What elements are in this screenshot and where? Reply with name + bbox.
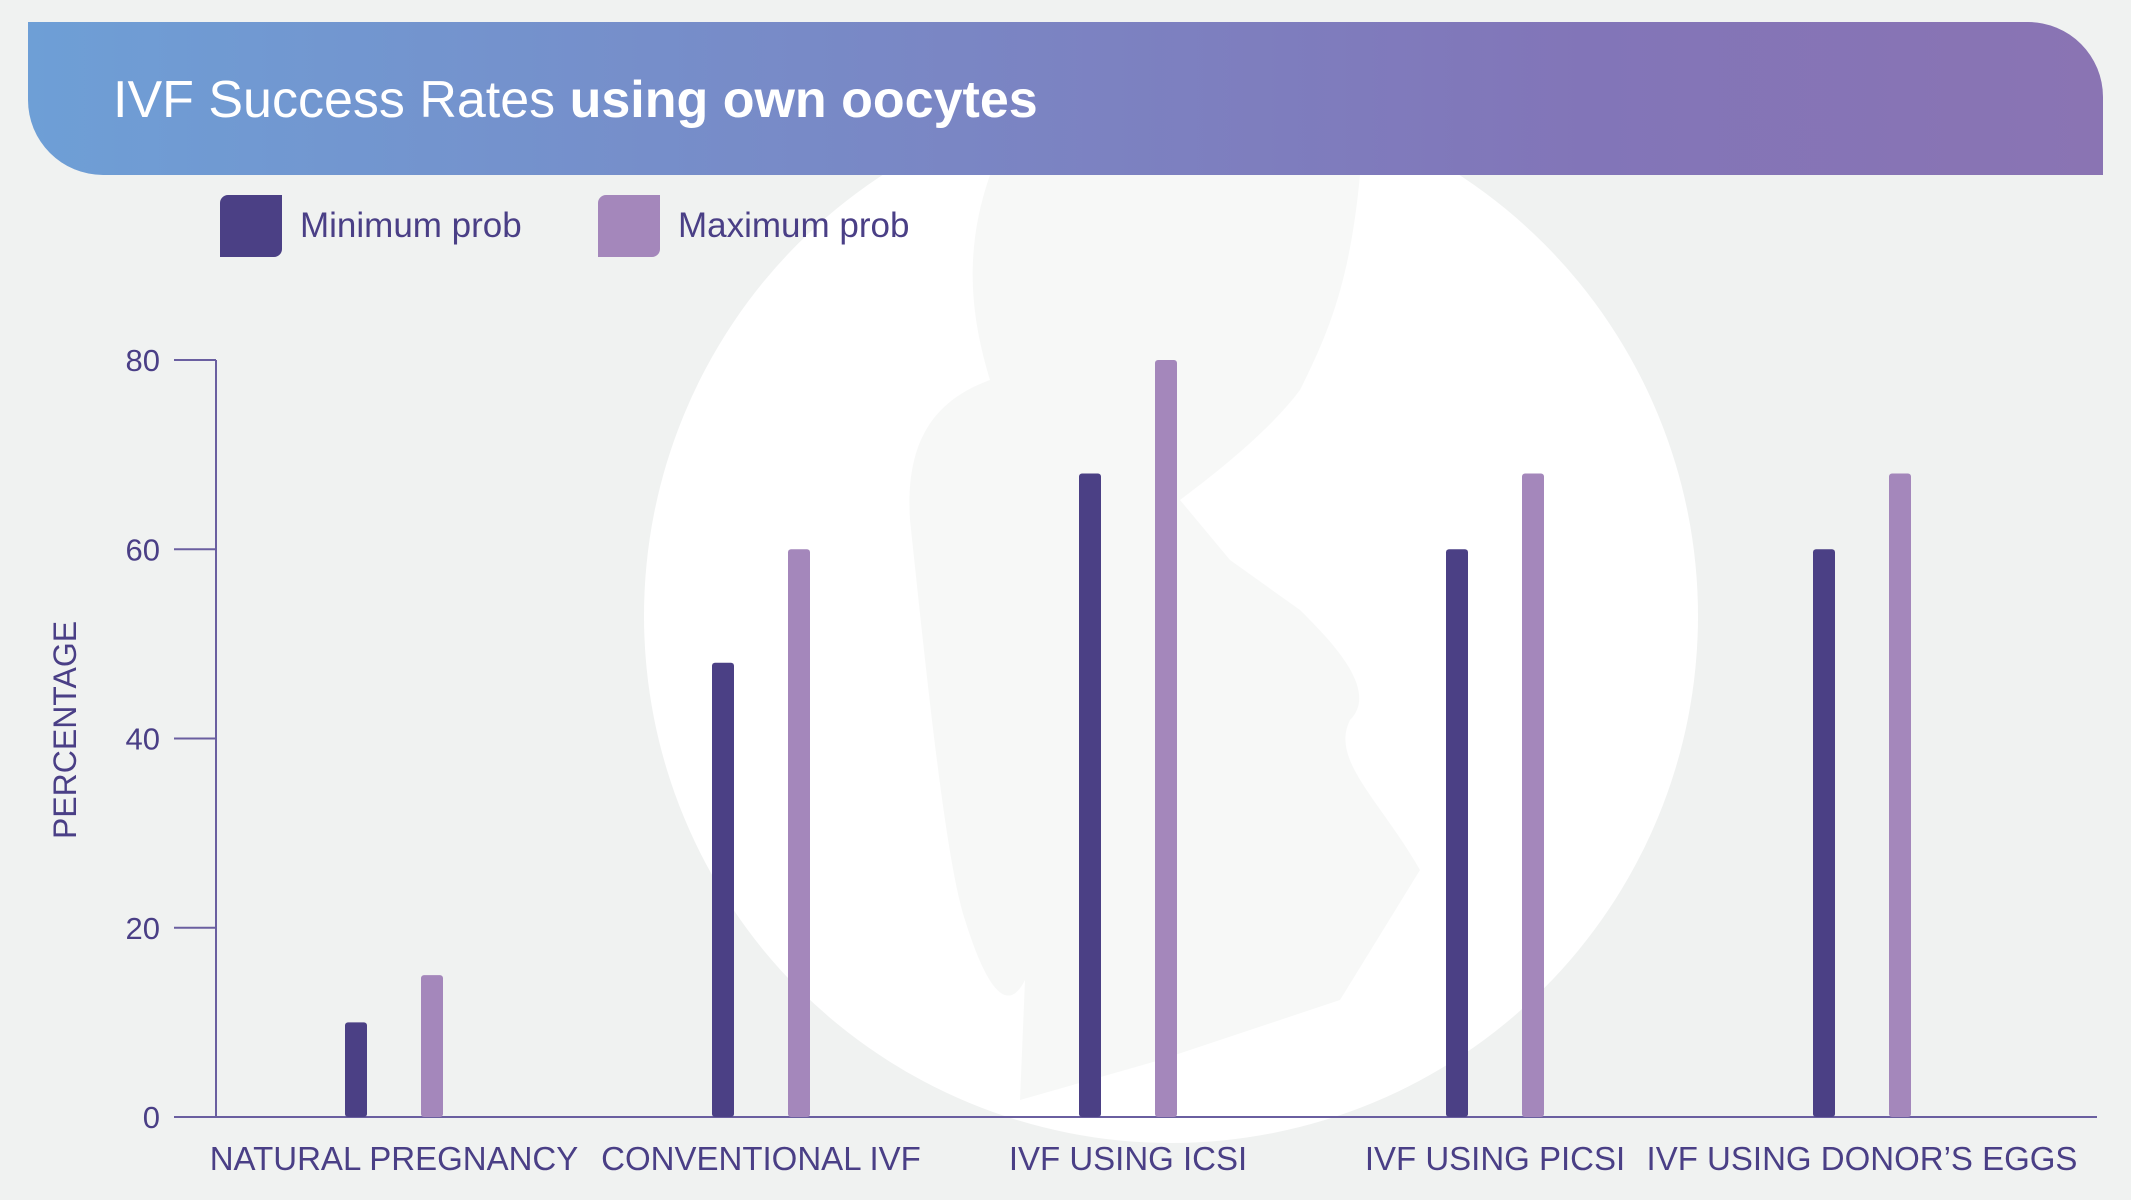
y-axis-label: PERCENTAGE (47, 621, 83, 839)
y-tick-label: 0 (143, 1100, 160, 1135)
legend-swatch-minimum (220, 195, 282, 257)
y-tick-label: 40 (126, 722, 160, 757)
legend-item-minimum: Minimum prob (220, 195, 522, 257)
legend-swatch-maximum (598, 195, 660, 257)
legend-item-maximum: Maximum prob (598, 195, 909, 257)
chart-title: IVF Success Rates using own oocytes (113, 70, 1038, 130)
bar-maximum (1522, 473, 1544, 1117)
legend-label-maximum: Maximum prob (678, 206, 910, 245)
bar-maximum (1889, 473, 1911, 1117)
bar-maximum (421, 975, 443, 1117)
bar-maximum (788, 549, 810, 1117)
title-bold: using own oocytes (569, 71, 1038, 129)
bar-minimum (1813, 549, 1835, 1117)
x-tick-label: NATURAL PREGNANCY (210, 1140, 579, 1177)
bar-minimum (345, 1022, 367, 1117)
title-banner: IVF Success Rates using own oocytes (28, 22, 2103, 175)
bar-minimum (1079, 473, 1101, 1117)
bar-minimum (712, 662, 734, 1117)
y-tick-label: 80 (126, 343, 160, 378)
title-regular: IVF Success Rates (113, 71, 570, 129)
y-tick-label: 60 (126, 532, 160, 567)
x-tick-label: IVF USING PICSI (1365, 1140, 1625, 1177)
x-tick-label: IVF USING ICSI (1009, 1140, 1247, 1177)
bar-minimum (1446, 549, 1468, 1117)
x-tick-label: CONVENTIONAL IVF (601, 1140, 921, 1177)
legend-label-minimum: Minimum prob (300, 206, 522, 245)
y-tick-label: 20 (126, 911, 160, 946)
x-tick-label: IVF USING DONOR’S EGGS (1647, 1140, 2078, 1177)
bar-maximum (1155, 360, 1177, 1117)
